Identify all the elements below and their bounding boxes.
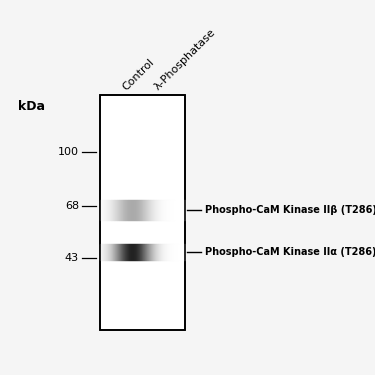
- Text: Phospho-CaM Kinase IIβ (T286): Phospho-CaM Kinase IIβ (T286): [205, 205, 375, 215]
- Text: kDa: kDa: [18, 100, 45, 114]
- Text: Control: Control: [121, 57, 156, 92]
- Text: 68: 68: [65, 201, 79, 211]
- Text: 43: 43: [65, 253, 79, 263]
- Bar: [100, 95, 185, 330]
- Text: Phospho-CaM Kinase IIα (T286): Phospho-CaM Kinase IIα (T286): [205, 247, 375, 257]
- Text: λ-Phosphatase: λ-Phosphatase: [153, 27, 218, 92]
- Bar: [100, 95, 185, 330]
- Text: 100: 100: [58, 147, 79, 157]
